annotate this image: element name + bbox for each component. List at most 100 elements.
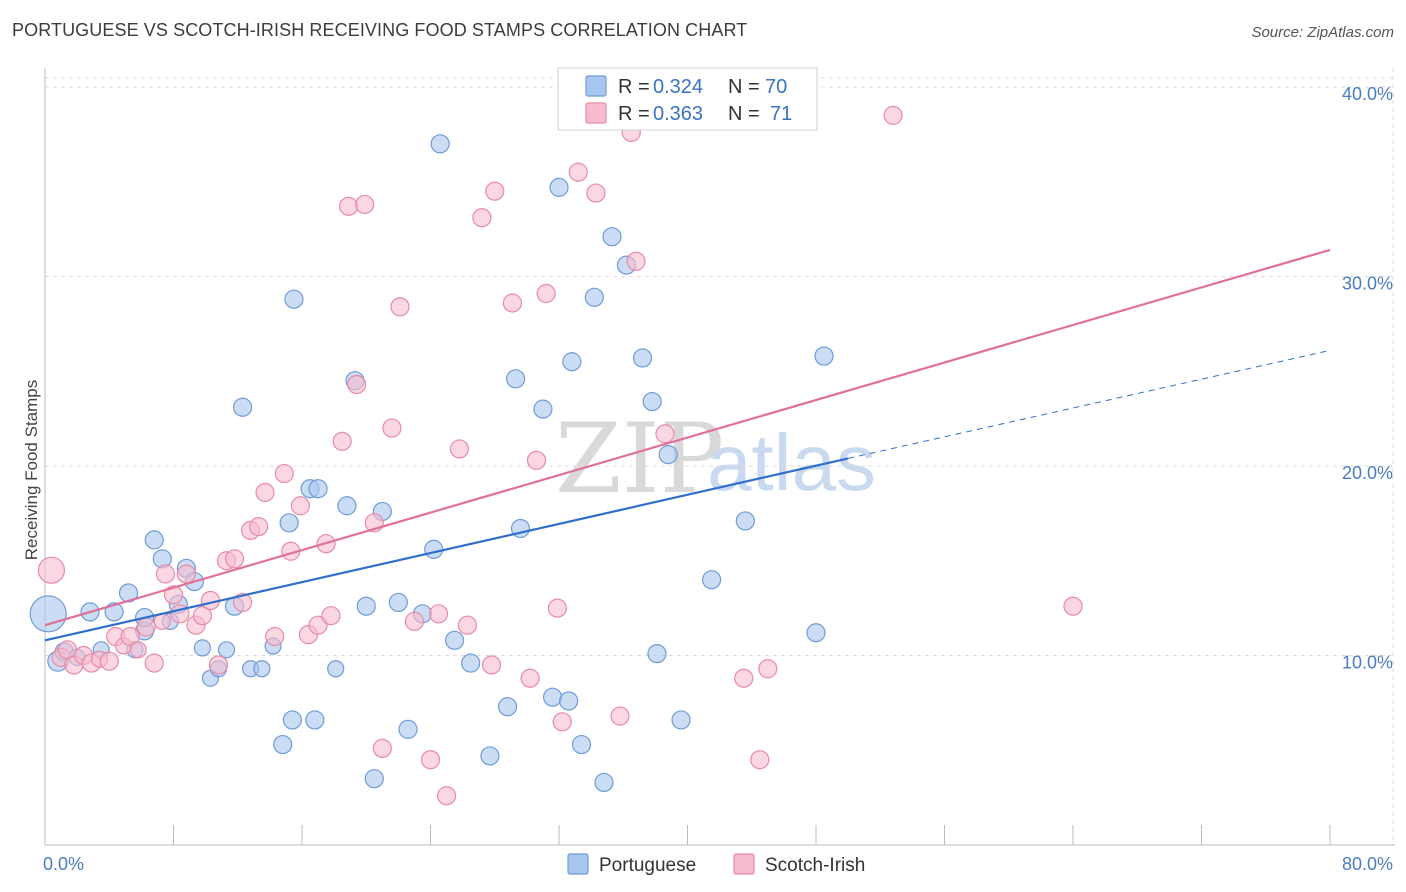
legend-r-value-1: 0.324 [653,76,703,98]
scotch-irish-point-18 [176,564,196,584]
portuguese-point-39 [388,592,408,613]
portuguese-point-20 [217,641,236,659]
portuguese-point-66 [735,511,755,531]
scotch-irish-point-45 [404,611,425,631]
scotch-irish-point-48 [436,786,457,806]
scotch-irish-point-51 [472,208,492,228]
axes [44,68,1395,846]
scotch-irish-point-46 [420,750,441,770]
portuguese-point-55 [571,734,592,755]
portuguese-point-28 [282,710,302,730]
scotch-irish-point-50 [457,615,478,635]
scotch-irish-point-24 [224,549,245,569]
bottom-legend-label-scotch-irish: Scotch-Irish [765,855,865,876]
scotch-irish-point-7 [99,651,119,671]
portuguese-point-57 [594,772,614,793]
portuguese-point-11 [144,530,164,550]
portuguese-point-31 [305,710,325,730]
portuguese-point-60 [632,348,653,368]
bottom-legend-swatch-portuguese [567,853,589,875]
portuguese-point-65 [701,570,722,590]
portuguese-point-51 [542,687,563,707]
scotch-irish-point-62 [610,706,630,726]
scotch-irish-point-67 [750,750,770,770]
scotch-irish-point-69 [883,105,903,125]
y-axis-label: Receiving Food Stamps [22,380,41,560]
watermark-atlas: atlas [707,418,876,507]
scotch-irish-point-53 [485,181,505,201]
y-tick-label-1: 20.0% [1342,463,1393,483]
legend-r-label-1: R = [618,76,650,98]
scotch-irish-point-56 [526,450,547,470]
portuguese-point-58 [602,227,622,247]
x-tick-label-0: 0.0% [43,854,84,874]
scotch-irish-point-70 [1063,596,1083,616]
scotch-irish-point-66 [734,668,754,688]
legend-n-label-2: N = [728,103,760,125]
portuguese-point-61 [642,391,662,412]
portuguese-point-53 [559,691,579,711]
legend-n-value-1: 70 [765,76,787,98]
portuguese-point-48 [506,369,526,389]
x-tick-labels: 0.0% 80.0% [43,854,1393,874]
bottom-legend-swatch-scotch-irish [733,853,755,875]
scotch-irish-point-16 [163,585,184,605]
series-portuguese-points [29,134,834,793]
scotch-irish-point-10 [120,626,140,647]
y-tick-label-2: 30.0% [1342,273,1393,293]
scotch-irish-point-60 [568,162,588,182]
portuguese-point-47 [498,697,518,717]
scotch-irish-point-0 [37,556,66,584]
scotch-irish-point-12 [136,617,156,637]
portuguese-point-32 [308,479,328,499]
scotch-irish-point-43 [382,418,402,438]
scotch-irish-point-40 [355,194,375,215]
scotch-irish-point-36 [321,606,341,626]
scotch-irish-point-58 [547,598,567,618]
scotch-irish-point-29 [265,626,285,647]
portuguese-trend-line [44,457,849,642]
legend-swatch-portuguese [585,75,607,97]
portuguese-point-56 [584,287,604,307]
portuguese-point-24 [253,660,271,678]
portuguese-point-52 [549,177,569,197]
scotch-irish-point-64 [626,251,646,271]
portuguese-point-63 [658,445,678,465]
scotch-irish-point-38 [338,196,359,216]
watermark-zip: ZIP [555,403,724,515]
scotch-irish-point-39 [347,374,367,395]
scotch-irish-point-34 [308,615,328,635]
scotch-irish-point-11 [129,641,147,659]
scotch-irish-point-44 [390,297,410,317]
portuguese-point-7 [118,583,139,603]
portuguese-point-22 [232,397,253,417]
portuguese-trend-extension [848,349,1331,459]
portuguese-point-0 [29,595,67,633]
x-tick-label-1: 80.0% [1342,854,1393,874]
portuguese-point-37 [364,769,384,789]
portuguese-point-43 [424,539,444,559]
portuguese-point-17 [193,639,212,657]
portuguese-point-54 [562,352,582,372]
portuguese-point-67 [806,623,826,643]
scotch-irish-point-25 [232,592,253,613]
portuguese-point-44 [444,630,465,650]
portuguese-point-45 [461,653,481,673]
legend-box: R = 0.324 N = 70 R = 0.363 N = 71 [557,67,818,131]
portuguese-point-40 [398,719,418,739]
scotch-irish-point-32 [290,496,310,516]
scotch-irish-point-59 [552,712,572,732]
scotch-irish-point-15 [155,564,176,584]
scotch-irish-point-22 [208,655,229,675]
scotch-irish-point-47 [428,604,449,624]
scotch-irish-point-57 [536,283,556,304]
bottom-legend-label-portuguese: Portuguese [599,855,696,876]
scotch-irish-point-13 [144,653,164,673]
portuguese-point-34 [337,496,357,516]
portuguese-point-64 [671,710,691,730]
scotch-irish-point-42 [372,738,392,758]
y-tick-label-3: 40.0% [1342,84,1393,104]
bottom-legend: Portuguese Scotch-Irish [567,853,865,876]
legend-r-value-2: 0.363 [653,103,703,125]
